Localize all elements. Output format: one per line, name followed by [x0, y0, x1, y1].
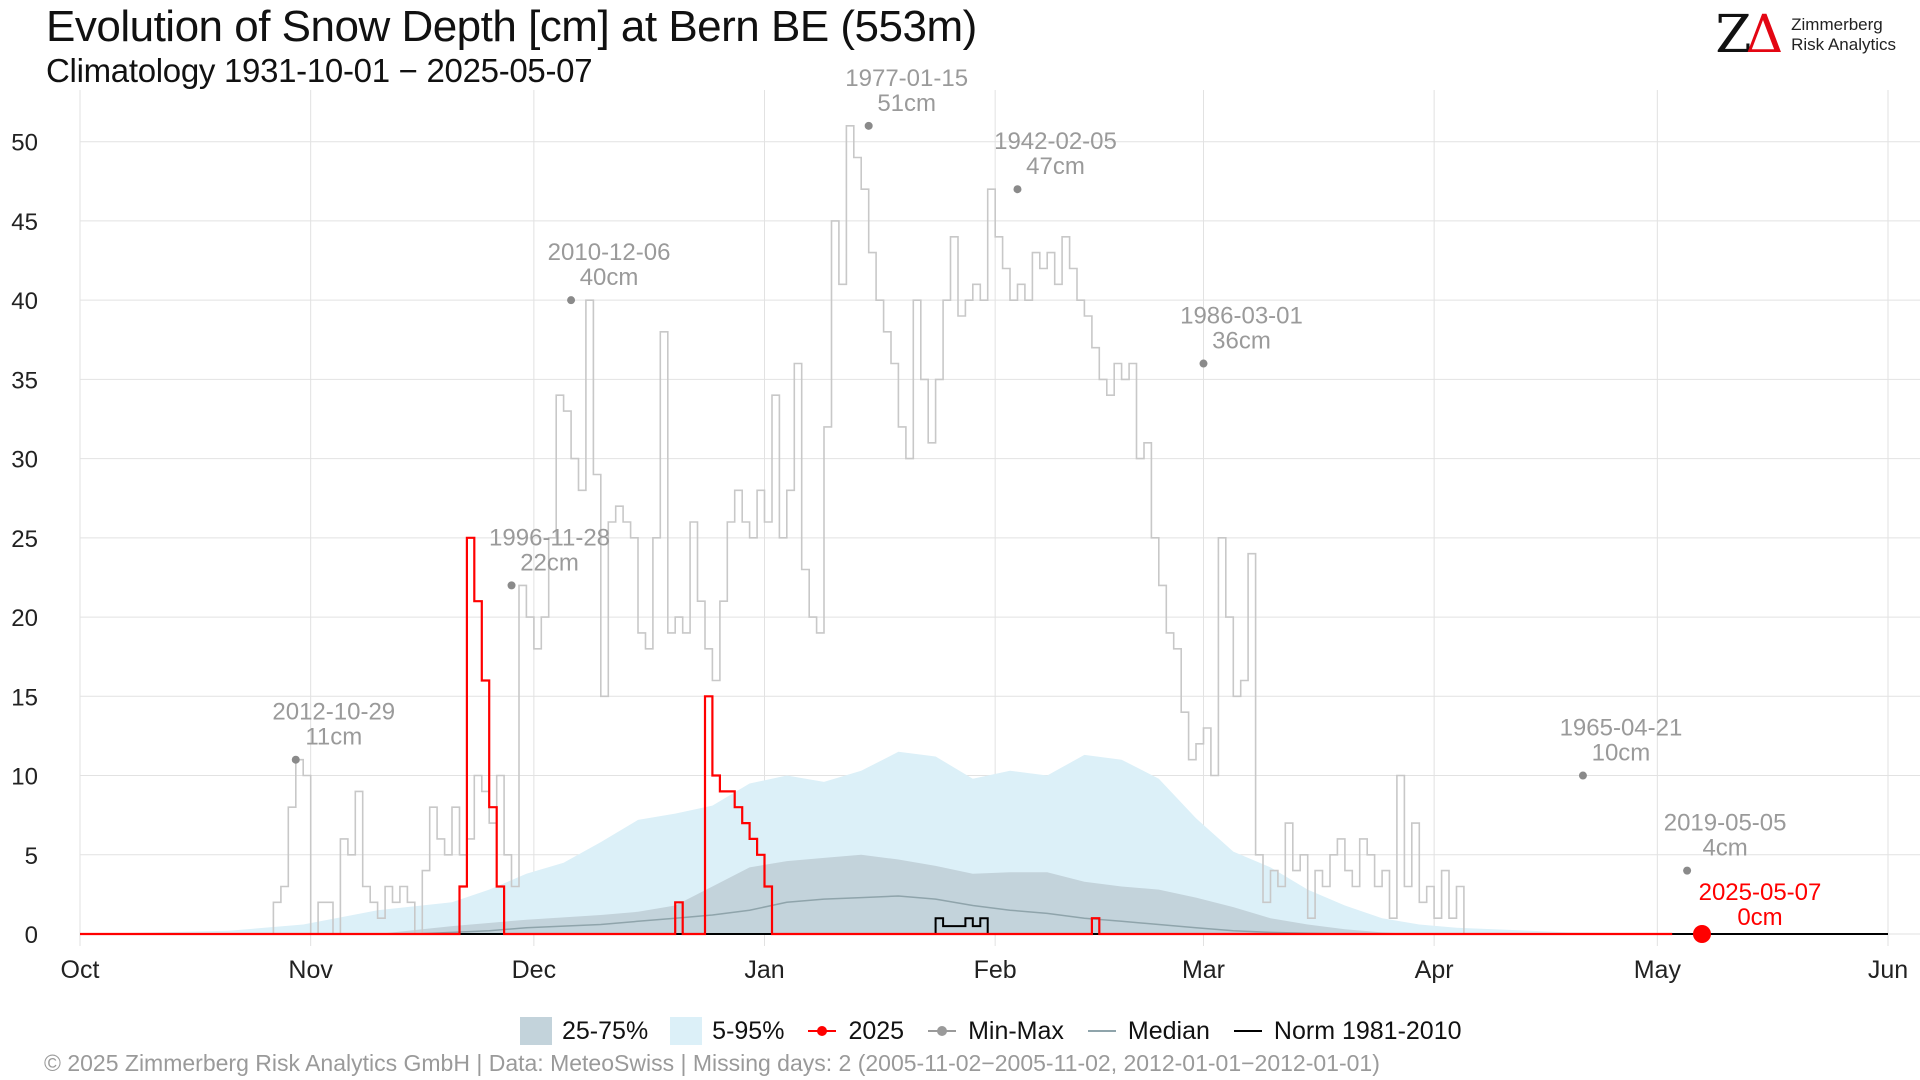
- legend: 25-75% 5-95% 2025 Min-Max Median Norm 1981-20…: [520, 1016, 1484, 1046]
- percentile-bands: [80, 751, 1888, 934]
- current-value-label: 0cm: [1737, 904, 1782, 931]
- legend-line: [1233, 1030, 1262, 1032]
- current-date-label: 2025-05-07: [1699, 879, 1822, 906]
- legend-symbol: [926, 1017, 958, 1045]
- legend-label: 5-95%: [712, 1016, 785, 1045]
- legend-label: Median: [1127, 1016, 1210, 1045]
- record-point: [1199, 359, 1208, 368]
- median-layer: [80, 895, 1888, 935]
- chart-title: Evolution of Snow Depth [cm] at Bern BE …: [46, 2, 977, 51]
- legend-item: Norm 1981-2010: [1232, 1017, 1462, 1046]
- record-date-label: 1942-02-05: [994, 128, 1117, 155]
- logo-line-1: Zimmerberg: [1791, 15, 1883, 34]
- current-marker: [1692, 925, 1711, 943]
- record-point: [1683, 866, 1692, 875]
- band-5-95pct: [80, 751, 1888, 934]
- record-date-label: 1986-03-01: [1180, 303, 1303, 330]
- x-tick-label: Jan: [744, 956, 784, 984]
- min-max-layer: [80, 125, 1465, 935]
- logo-line-2: Risk Analytics: [1791, 35, 1896, 54]
- legend-dot: [937, 1026, 948, 1036]
- norm-layer: [80, 917, 1888, 935]
- y-tick-label: 30: [11, 447, 38, 474]
- median-line: [80, 895, 1888, 935]
- x-tick-label: Mar: [1182, 956, 1225, 984]
- y-tick-label: 10: [11, 764, 38, 791]
- record-value-label: 36cm: [1212, 328, 1271, 355]
- record-date-label: 1965-04-21: [1560, 715, 1683, 742]
- y-tick-label: 15: [11, 684, 38, 711]
- x-tick-label: Oct: [61, 956, 100, 984]
- legend-line: [1087, 1030, 1116, 1032]
- legend-symbol: [1232, 1017, 1264, 1045]
- company-logo: ZΔ Zimmerberg Risk Analytics: [1715, 9, 1896, 61]
- logo-text: Zimmerberg Risk Analytics: [1791, 15, 1896, 55]
- logo-mark: ZΔ: [1715, 9, 1783, 61]
- legend-label: Min-Max: [968, 1016, 1064, 1045]
- y-tick-label: 35: [11, 367, 38, 394]
- legend-dot: [817, 1026, 828, 1036]
- min-max-line: [80, 125, 1465, 935]
- record-date-label: 2010-12-06: [548, 239, 671, 266]
- y-tick-label: 0: [25, 922, 38, 949]
- y-tick-label: 45: [11, 209, 38, 236]
- record-date-label: 1977-01-15: [845, 65, 968, 92]
- y-tick-label: 20: [11, 605, 38, 632]
- record-point: [1578, 771, 1587, 780]
- record-date-label: 1996-11-28: [489, 524, 610, 551]
- record-value-label: 10cm: [1592, 740, 1651, 767]
- record-point: [567, 296, 576, 305]
- x-tick-label: Apr: [1415, 956, 1454, 984]
- legend-label: 2025: [848, 1016, 905, 1045]
- footer-credits: © 2025 Zimmerberg Risk Analytics GmbH | …: [44, 1050, 1380, 1076]
- legend-label: Norm 1981-2010: [1273, 1016, 1462, 1045]
- legend-symbol: [670, 1017, 703, 1045]
- legend-symbol: [520, 1017, 552, 1045]
- record-value-label: 22cm: [520, 549, 579, 576]
- record-date-label: 2019-05-05: [1664, 810, 1787, 837]
- logo-delta: Δ: [1745, 5, 1783, 65]
- y-tick-label: 5: [25, 843, 38, 870]
- y-tick-label: 50: [11, 130, 38, 157]
- record-value-label: 40cm: [580, 264, 639, 291]
- norm-line: [80, 917, 1888, 935]
- record-point: [291, 755, 300, 764]
- record-value-label: 47cm: [1026, 153, 1085, 180]
- x-tick-label: Jun: [1868, 956, 1908, 984]
- chart-subtitle: Climatology 1931-10-01 − 2025-05-07: [46, 52, 593, 89]
- x-tick-label: Feb: [974, 956, 1017, 984]
- record-point: [864, 121, 873, 130]
- record-value-label: 4cm: [1702, 835, 1747, 862]
- legend-symbol: [806, 1017, 838, 1045]
- y-tick-label: 25: [11, 526, 38, 553]
- season-2025-line: [80, 536, 1673, 936]
- record-point: [507, 581, 516, 590]
- legend-item: 2025: [806, 1017, 904, 1046]
- record-value-label: 11cm: [305, 724, 362, 751]
- x-tick-label: Dec: [512, 956, 556, 984]
- legend-item: 5-95%: [670, 1017, 784, 1046]
- band-25-75pct: [80, 854, 1888, 934]
- x-tick-label: May: [1634, 956, 1682, 984]
- y-tick-label: 40: [11, 288, 38, 315]
- legend-item: 25-75%: [520, 1017, 648, 1046]
- legend-symbol: [1086, 1017, 1118, 1045]
- legend-label: 25-75%: [562, 1016, 649, 1045]
- legend-item: Min-Max: [926, 1017, 1064, 1046]
- x-tick-label: Nov: [288, 956, 333, 984]
- legend-item: Median: [1086, 1017, 1210, 1046]
- axes: 0 5 10 15 20 25 30 35 40 45 50 Oct Nov Dec Jan Feb Mar Ap…: [11, 130, 1908, 984]
- record-value-label: 51cm: [877, 90, 936, 117]
- record-date-label: 2012-10-29: [272, 699, 395, 726]
- record-point: [1013, 185, 1022, 194]
